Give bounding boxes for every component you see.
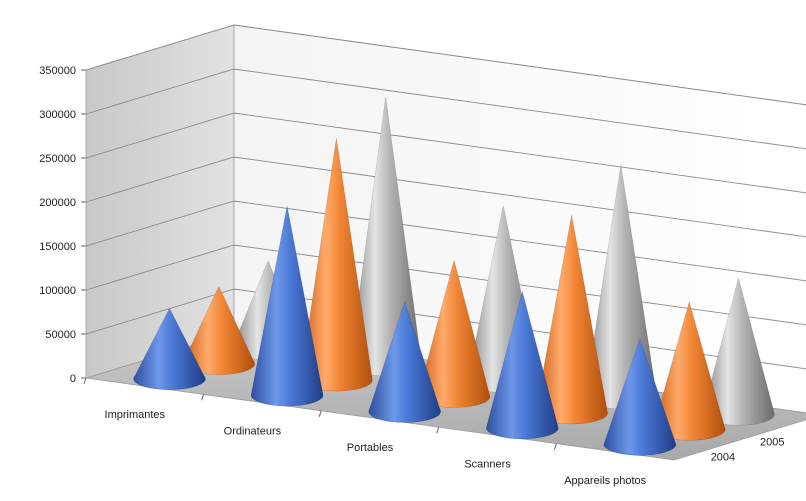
z-tick-label: 2005 xyxy=(760,437,784,449)
y-tick-label: 200000 xyxy=(39,197,76,209)
y-tick-label: 0 xyxy=(70,373,76,385)
axis-labels: 0 50000 100000 150000 200000 250000 300000 3500… xyxy=(39,65,784,487)
x-tick-mark xyxy=(318,410,322,417)
cone-bar xyxy=(603,337,677,456)
cone-series xyxy=(133,96,775,456)
x-tick-mark xyxy=(553,443,557,450)
x-tick-label: Imprimantes xyxy=(105,409,166,421)
y-tick-label: 350000 xyxy=(39,65,76,77)
gridline xyxy=(85,68,806,150)
y-tick-label: 300000 xyxy=(39,109,76,121)
y-tick-label: 50000 xyxy=(45,329,76,341)
x-tick-mark xyxy=(201,394,205,401)
x-tick-mark xyxy=(83,377,87,385)
cone-bar xyxy=(485,290,559,440)
cone-bar xyxy=(133,307,206,390)
z-tick-label: 2004 xyxy=(711,452,735,464)
x-tick-mark xyxy=(436,427,440,434)
x-tick-label: Portables xyxy=(347,442,394,454)
gridline xyxy=(85,112,806,194)
x-tick-label: Scanners xyxy=(464,458,511,470)
x-tick-label: Ordinateurs xyxy=(224,426,282,438)
cone-bar xyxy=(182,285,256,375)
gridline xyxy=(85,24,806,106)
cone-bar xyxy=(250,205,324,407)
y-tick-label: 250000 xyxy=(39,153,76,165)
x-tick-label: Appareils photos xyxy=(564,475,646,487)
y-tick-label: 100000 xyxy=(39,285,76,297)
cone-bar xyxy=(368,300,442,423)
y-tick-label: 150000 xyxy=(39,241,76,253)
